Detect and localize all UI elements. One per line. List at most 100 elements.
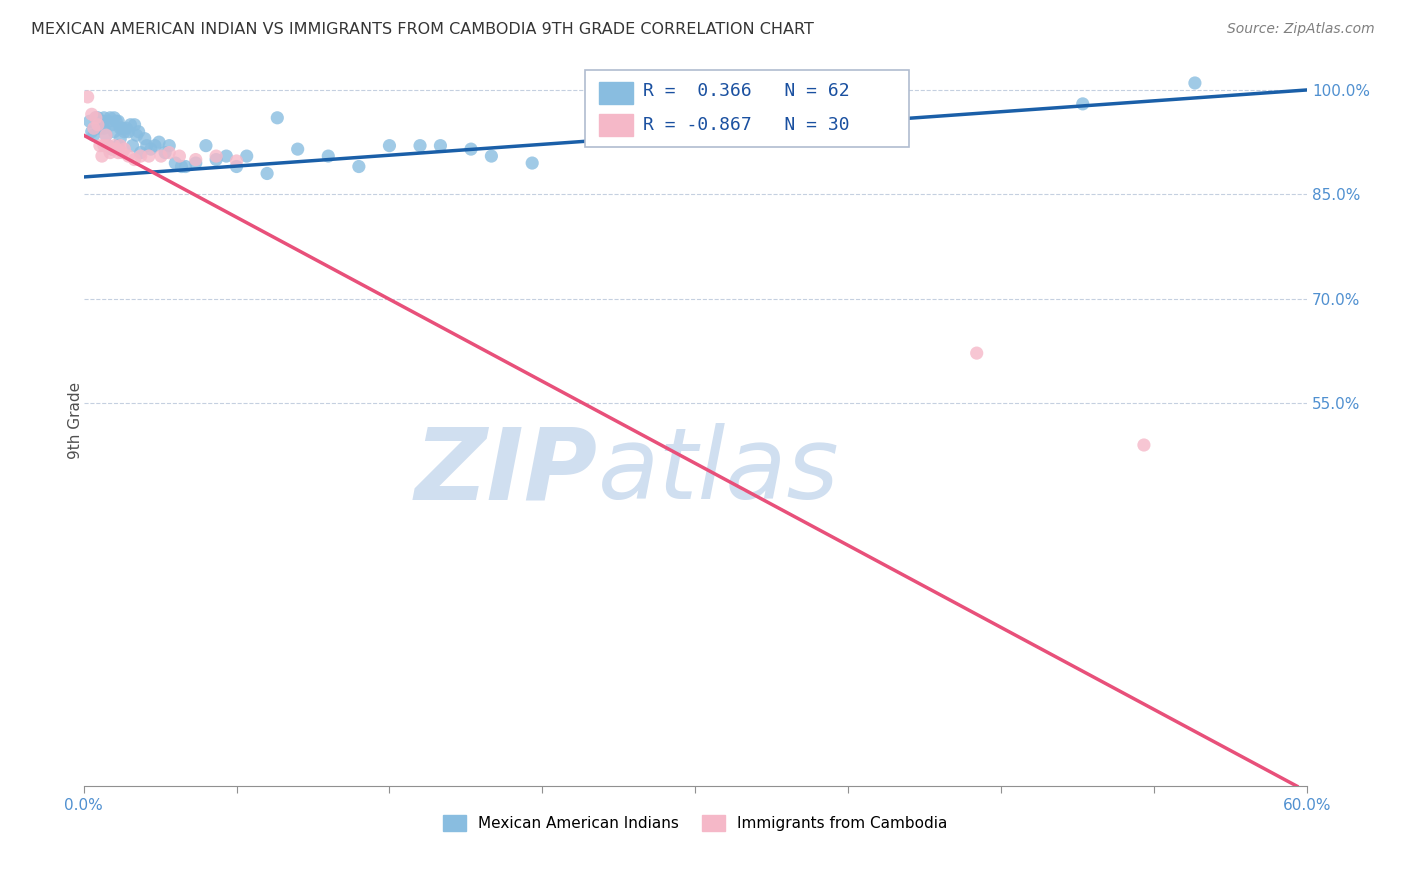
Point [103,111,125,125]
Point [409,138,432,153]
Point [128,125,150,139]
Point [117,149,139,163]
Point [94,128,117,143]
Legend: Mexican American Indians, Immigrants from Cambodia: Mexican American Indians, Immigrants fro… [443,815,948,831]
Point [121,138,143,153]
Point [107,138,129,153]
Text: MEXICAN AMERICAN INDIAN VS IMMIGRANTS FROM CAMBODIA 9TH GRADE CORRELATION CHART: MEXICAN AMERICAN INDIAN VS IMMIGRANTS FR… [31,22,814,37]
Text: ZIP: ZIP [415,424,598,520]
Point [89,138,111,153]
Point [316,149,339,163]
Point [93,111,115,125]
Point [105,142,128,156]
Point [205,149,228,163]
Point [98,111,121,125]
Point [117,125,139,139]
Point [91,114,114,128]
Point [89,121,111,136]
Point [124,118,146,132]
Point [125,128,148,143]
Point [87,118,110,132]
Point [97,114,120,128]
Point [522,156,544,170]
Point [184,156,207,170]
Point [157,138,180,153]
Point [80,107,103,121]
Point [91,149,114,163]
Point [139,142,162,156]
Point [347,160,370,174]
Point [79,114,101,128]
Point [1071,96,1094,111]
Point [111,121,134,136]
Text: Source: ZipAtlas.com: Source: ZipAtlas.com [1227,22,1375,37]
Point [120,118,142,132]
Point [110,138,132,153]
Text: atlas: atlas [598,424,839,520]
Point [287,142,309,156]
Point [83,128,105,143]
Point [148,135,170,149]
Point [103,138,125,153]
Point [138,149,160,163]
Point [460,142,482,156]
Point [1133,438,1156,452]
Point [101,118,124,132]
Point [1184,76,1206,90]
Point [112,142,135,156]
Point [101,142,124,156]
Point [84,111,107,125]
Point [170,160,193,174]
Point [429,138,451,153]
Point [93,138,115,153]
Bar [599,82,633,104]
Point [215,149,238,163]
Point [93,121,115,136]
Point [83,121,105,136]
Text: R =  0.366   N = 62: R = 0.366 N = 62 [643,82,849,100]
Point [150,149,173,163]
Point [129,145,152,160]
Point [84,111,107,125]
Point [169,149,191,163]
Point [143,138,166,153]
Point [111,145,134,160]
Point [115,121,138,136]
Point [110,131,132,145]
Point [94,128,117,143]
Point [112,125,135,139]
Point [225,153,247,168]
Point [157,145,180,160]
Point [135,138,157,153]
Point [205,153,228,167]
Point [256,166,278,180]
Point [868,111,890,125]
Point [97,138,120,153]
Point [107,145,129,160]
Point [98,145,121,160]
Point [97,138,120,153]
Bar [599,114,633,136]
Point [107,114,129,128]
Point [966,346,988,360]
Point [235,149,257,163]
Point [80,125,103,139]
Point [76,90,98,104]
Point [105,114,128,128]
Point [129,149,152,163]
Point [378,138,401,153]
Point [174,160,197,174]
Point [101,142,124,156]
Point [165,156,187,170]
Point [184,153,207,167]
Point [110,121,132,136]
Point [87,111,110,125]
Point [153,145,176,160]
Point [194,138,217,153]
Text: R = -0.867   N = 30: R = -0.867 N = 30 [643,116,849,134]
Point [103,125,125,139]
Y-axis label: 9th Grade: 9th Grade [67,382,83,459]
Point [481,149,503,163]
FancyBboxPatch shape [585,70,910,146]
Point [266,111,288,125]
